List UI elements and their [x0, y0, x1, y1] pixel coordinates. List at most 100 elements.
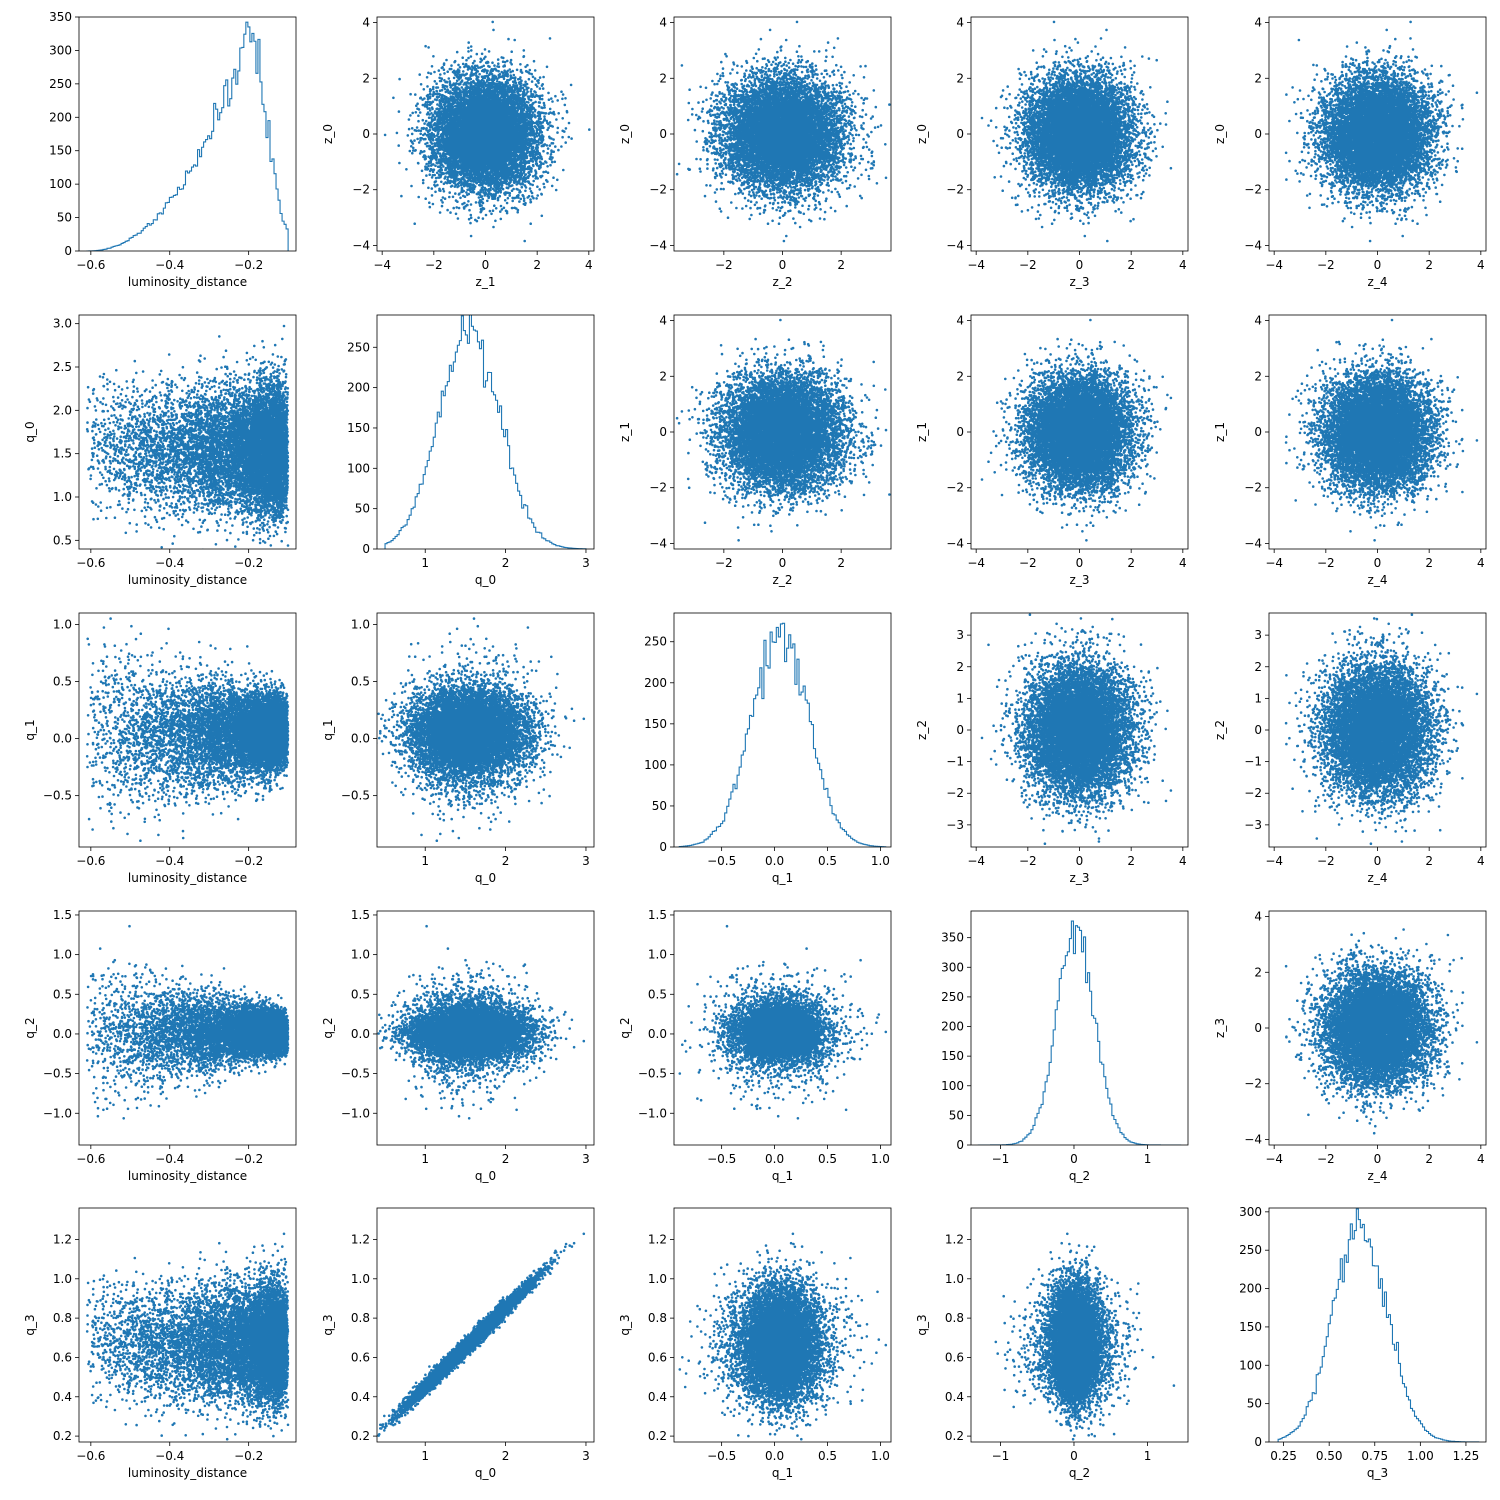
x-tick-label: −4 [1265, 854, 1283, 868]
scatter-points [980, 20, 1173, 243]
x-tick-label: −1 [992, 1449, 1010, 1463]
scatter-points [1284, 928, 1479, 1135]
y-tick-label: 250 [1239, 1243, 1262, 1257]
y-axis-label: z_1 [618, 422, 632, 442]
y-tick-label: 0.4 [648, 1390, 667, 1404]
x-tick-label: 2 [837, 258, 845, 272]
x-tick-label: −0.4 [155, 258, 184, 272]
scatter-points [85, 617, 290, 842]
y-tick-label: 0.4 [351, 1390, 370, 1404]
y-tick-label: 100 [644, 758, 667, 772]
x-axis-label: q_1 [772, 871, 793, 885]
y-tick-label: 0.0 [53, 1027, 72, 1041]
y-tick-label: 1.5 [648, 908, 667, 922]
y-tick-label: 0.5 [351, 674, 370, 688]
x-axis-label: z_4 [1368, 871, 1388, 885]
y-tick-label: −3 [1244, 818, 1262, 832]
scatter-points [1284, 318, 1479, 542]
y-axis-label: z_1 [915, 422, 929, 442]
scatter-points [377, 924, 586, 1120]
x-tick-label: −2 [1317, 1152, 1335, 1166]
x-tick-label: 0 [1070, 1449, 1078, 1463]
x-tick-label: 2 [1127, 854, 1135, 868]
y-tick-label: −2 [1244, 1077, 1262, 1091]
x-tick-label: −4 [373, 258, 391, 272]
y-axis-label: q_1 [321, 719, 335, 740]
y-tick-label: 2 [956, 660, 964, 674]
y-tick-label: 4 [1254, 314, 1262, 328]
x-axis-label: z_3 [1070, 573, 1090, 587]
y-tick-label: 1.0 [945, 1272, 964, 1286]
y-axis-label: q_3 [321, 1314, 335, 1335]
x-tick-label: 0 [1374, 258, 1382, 272]
x-tick-label: 0.50 [1316, 1449, 1343, 1463]
y-tick-label: 150 [347, 421, 370, 435]
x-tick-label: 3 [582, 556, 590, 570]
x-tick-label: 0.5 [818, 1449, 837, 1463]
y-axis-label: z_0 [1213, 124, 1227, 144]
y-tick-label: 4 [956, 314, 964, 328]
x-tick-label: 1 [1144, 1152, 1152, 1166]
x-tick-label: 2 [502, 1449, 510, 1463]
y-tick-label: 1.0 [53, 948, 72, 962]
x-axis-label: z_4 [1368, 1169, 1388, 1183]
x-axis-label: q_1 [772, 1466, 793, 1480]
y-tick-label: 0.8 [53, 1311, 72, 1325]
y-tick-label: 2 [956, 369, 964, 383]
y-tick-label: −4 [946, 238, 964, 252]
y-tick-label: 0.6 [351, 1350, 370, 1364]
y-tick-label: −1.0 [638, 1106, 667, 1120]
x-tick-label: 3 [582, 1449, 590, 1463]
x-tick-label: −2 [425, 258, 443, 272]
axes-frame [78, 16, 297, 252]
y-tick-label: 1.5 [351, 908, 370, 922]
y-axis-label: q_3 [915, 1314, 929, 1335]
y-tick-label: −0.5 [341, 789, 370, 803]
axes-frame [376, 612, 595, 848]
y-tick-label: 350 [941, 931, 964, 945]
x-tick-label: 0 [779, 556, 787, 570]
x-tick-label: 0 [1374, 1152, 1382, 1166]
axes-frame [376, 314, 595, 550]
y-tick-label: 4 [1254, 910, 1262, 924]
y-tick-label: −0.5 [43, 1067, 72, 1081]
axes-frame [673, 910, 892, 1146]
y-tick-label: 0.0 [351, 1027, 370, 1041]
panel-0-1: −4 −2 0 2 4 −4 −2 0 2 4 z_1 z_0 [321, 16, 595, 289]
y-tick-label: −2 [1244, 183, 1262, 197]
panel-3-2: −0.5 0.0 0.5 1.0 −1.0 −0.5 0.0 0.5 1.0 1.5 q_1 q_2 [618, 908, 892, 1183]
x-tick-label: 0 [779, 258, 787, 272]
x-tick-label: 0 [1070, 1152, 1078, 1166]
panel-2-3: −4 −2 0 2 4 −3 −2 −1 0 1 2 3 z_3 z_2 [915, 612, 1189, 885]
x-tick-label: 2 [1425, 258, 1433, 272]
panel-3-1: 1 2 3 −1.0 −0.5 0.0 0.5 1.0 1.5 q_0 q_2 [321, 908, 595, 1183]
y-axis-label: z_0 [321, 124, 335, 144]
scatter-points [678, 924, 888, 1120]
y-tick-label: 1 [956, 691, 964, 705]
x-tick-label: 2 [502, 556, 510, 570]
histogram-step [1277, 1208, 1480, 1442]
x-tick-label: −2 [715, 258, 733, 272]
x-tick-label: 3 [582, 854, 590, 868]
y-tick-label: 2 [1254, 369, 1262, 383]
x-tick-label: 4 [585, 258, 593, 272]
x-tick-label: 2 [502, 854, 510, 868]
x-tick-label: −0.5 [707, 854, 736, 868]
y-tick-label: 1.2 [53, 1232, 72, 1246]
y-tick-label: 0 [956, 723, 964, 737]
x-tick-label: −2 [1317, 854, 1335, 868]
x-tick-label: −0.4 [155, 556, 184, 570]
histogram-step [678, 622, 887, 847]
y-axis-label: z_0 [618, 124, 632, 144]
panel-4-4: 0.25 0.50 0.75 1.00 1.25 0 50 100 150 200 250 300 q_… [1239, 1205, 1487, 1480]
x-tick-label: 2 [1127, 556, 1135, 570]
y-tick-label: 0 [1254, 127, 1262, 141]
x-tick-label: −0.4 [155, 1152, 184, 1166]
scatter-points [1284, 613, 1479, 845]
y-tick-label: −1.0 [43, 1106, 72, 1120]
y-tick-label: 1 [1254, 691, 1262, 705]
x-tick-label: 1.00 [1407, 1449, 1434, 1463]
x-axis-label: z_2 [773, 275, 793, 289]
panel-4-2: −0.5 0.0 0.5 1.0 0.2 0.4 0.6 0.8 1.0 1.2 q_1 q_3 [618, 1207, 892, 1480]
y-tick-label: 0 [362, 542, 370, 556]
